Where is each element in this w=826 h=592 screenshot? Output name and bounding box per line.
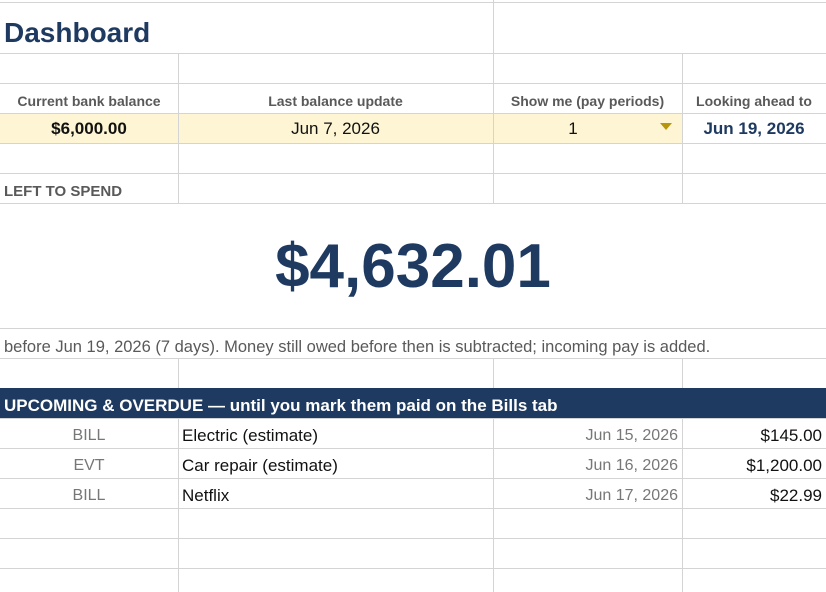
section-band <box>0 388 826 418</box>
input-label: Last balance update <box>268 93 403 109</box>
row-date: Jun 17, 2026 <box>585 487 678 504</box>
input-value[interactable]: $6,000.00 <box>51 119 127 138</box>
input-value[interactable]: 1 <box>568 119 578 138</box>
section-label: LEFT TO SPEND <box>4 182 123 200</box>
section-header: UPCOMING & OVERDUE — until you mark them… <box>4 396 558 415</box>
row-name: Netflix <box>182 486 230 505</box>
title: Dashboard <box>4 17 151 48</box>
row-date: Jun 15, 2026 <box>585 427 678 444</box>
row-type: EVT <box>73 457 105 474</box>
input-value: Jun 19, 2026 <box>703 119 805 138</box>
input-band <box>0 113 682 143</box>
note: before Jun 19, 2026 (7 days). Money stil… <box>4 337 711 356</box>
row-amount: $145.00 <box>760 426 822 445</box>
row-type: BILL <box>72 487 106 504</box>
row-amount: $22.99 <box>770 486 822 505</box>
row-type: BILL <box>72 427 106 444</box>
input-label: Current bank balance <box>17 93 161 109</box>
big-amount: $4,632.01 <box>275 231 551 301</box>
dropdown-arrow[interactable] <box>660 123 672 131</box>
row-amount: $1,200.00 <box>746 456 822 475</box>
input-label: Looking ahead to <box>696 93 812 109</box>
row-date: Jun 16, 2026 <box>585 457 678 474</box>
row-name: Car repair (estimate) <box>182 456 338 475</box>
input-label: Show me (pay periods) <box>510 93 665 109</box>
input-value[interactable]: Jun 7, 2026 <box>291 119 380 138</box>
row-name: Electric (estimate) <box>182 426 319 445</box>
